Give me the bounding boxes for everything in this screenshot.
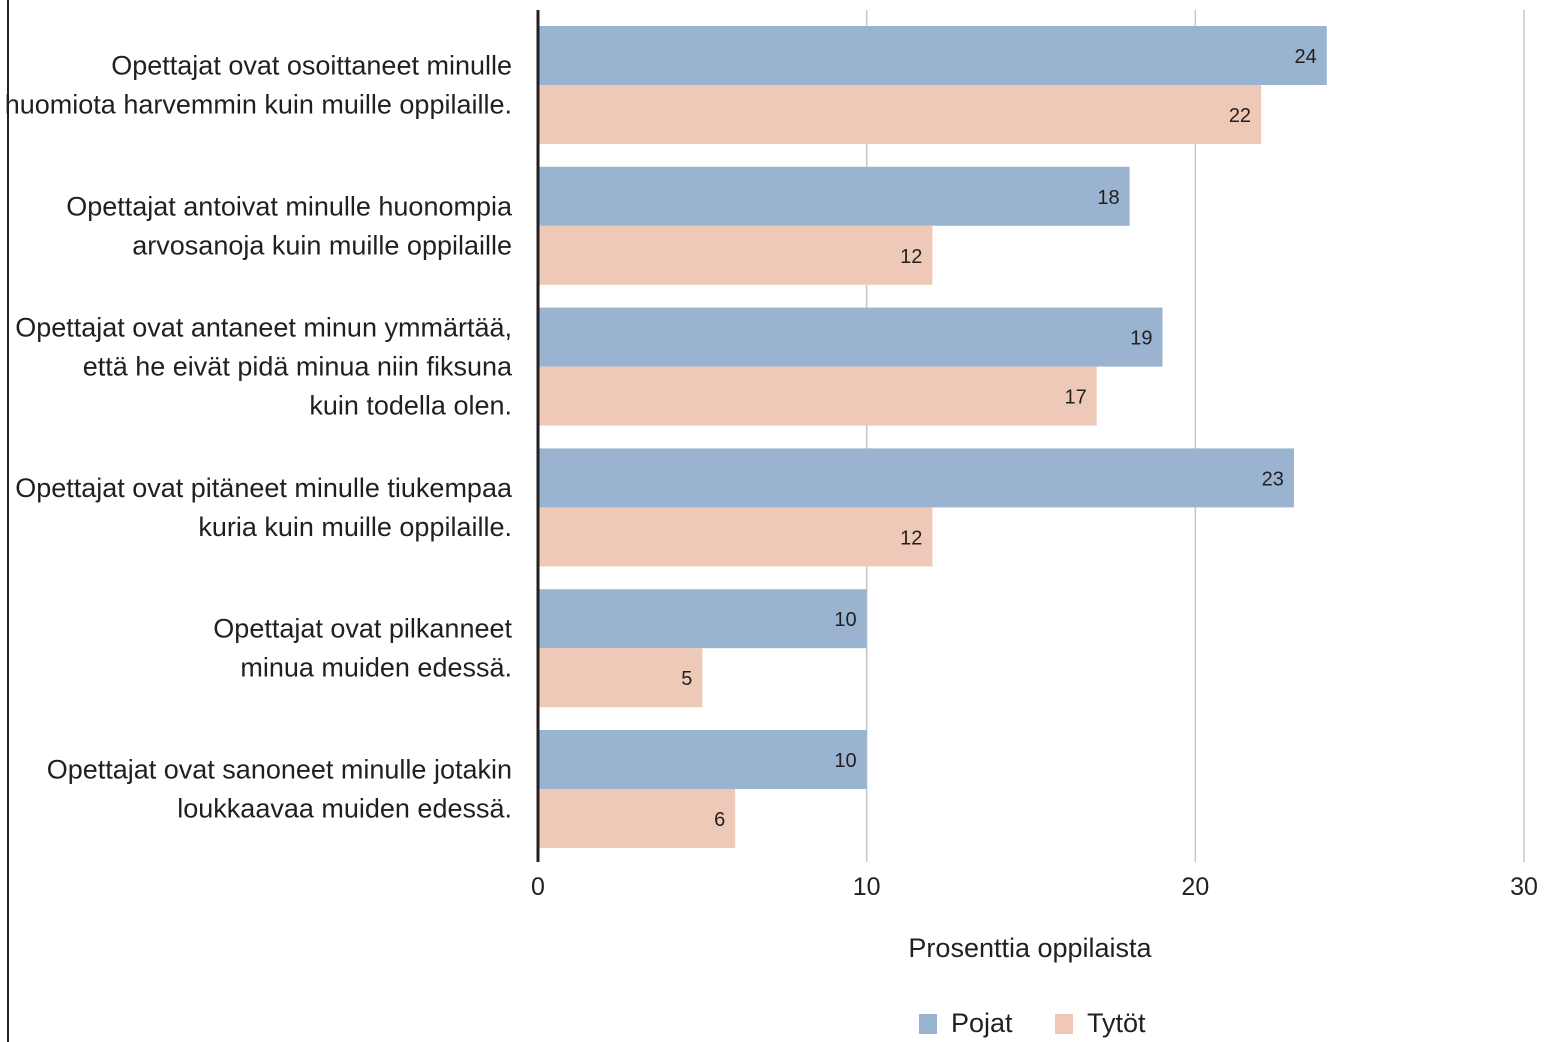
data-label: 22 (1229, 105, 1251, 127)
bar-tytöt (539, 85, 1262, 144)
x-axis-title: Prosenttia oppilaista (908, 933, 1152, 963)
category-label: Opettajat ovat pitäneet minulle tiukempa… (15, 473, 513, 503)
bar-pojat (539, 166, 1130, 226)
category-label: huomiota harvemmin kuin muille oppilaill… (5, 90, 512, 120)
bar-pojat (539, 448, 1294, 508)
legend-swatch-pojat (919, 1014, 937, 1034)
bar-pojat (539, 26, 1327, 85)
category-label: Opettajat antoivat minulle huonompia (66, 191, 513, 221)
data-label: 6 (714, 809, 725, 831)
data-label: 19 (1130, 328, 1152, 350)
data-label: 12 (900, 527, 922, 549)
gridlines (865, 10, 1525, 862)
category-labels: Opettajat ovat osoittaneet minulle huomio… (5, 51, 513, 824)
data-label: 17 (1064, 387, 1086, 409)
x-tick-label: 0 (531, 873, 545, 901)
data-label: 10 (834, 609, 856, 631)
bar-tytöt (539, 366, 1097, 426)
legend: Pojat Tytöt (919, 1008, 1146, 1038)
bar-pojat (539, 730, 867, 789)
data-label: 12 (900, 246, 922, 268)
data-label: 23 (1262, 468, 1284, 490)
bar-tytöt (539, 789, 736, 848)
data-label: 18 (1097, 187, 1119, 209)
category-label: Opettajat ovat pilkanneet (213, 614, 512, 644)
bar-tytöt (539, 507, 933, 567)
category-label: Opettajat ovat antaneet minun ymmärtää, (15, 313, 512, 343)
x-tick-label: 10 (853, 873, 881, 901)
x-tick-label: 20 (1181, 873, 1209, 901)
category-label: loukkaavaa muiden edessä. (177, 794, 512, 824)
category-label: Opettajat ovat osoittaneet minulle (111, 51, 512, 81)
data-label: 10 (834, 750, 856, 772)
category-label: Opettajat ovat sanoneet minulle jotakin (47, 755, 512, 785)
bar-tytöt (539, 648, 703, 708)
category-label: kuria kuin muille oppilaille. (198, 512, 512, 542)
bar-pojat (539, 307, 1163, 367)
legend-swatch-tytöt (1055, 1014, 1073, 1034)
category-label: minua muiden edessä. (240, 653, 512, 683)
bars: 24 22 18 12 19 17 23 12 10 5 10 6 (539, 26, 1327, 848)
bar-pojat (539, 589, 867, 649)
legend-label: Tytöt (1087, 1008, 1146, 1038)
category-label: arvosanoja kuin muille oppilaille (132, 230, 512, 260)
legend-label: Pojat (951, 1008, 1013, 1038)
category-label: kuin todella olen. (309, 391, 512, 421)
x-tick-labels: 0 10 20 30 (531, 873, 1538, 901)
x-tick-label: 30 (1510, 873, 1538, 901)
category-label: että he eivät pidä minua niin fiksuna (83, 352, 513, 382)
data-label: 5 (681, 668, 692, 690)
bar-tytöt (539, 225, 933, 285)
data-label: 24 (1295, 46, 1317, 68)
